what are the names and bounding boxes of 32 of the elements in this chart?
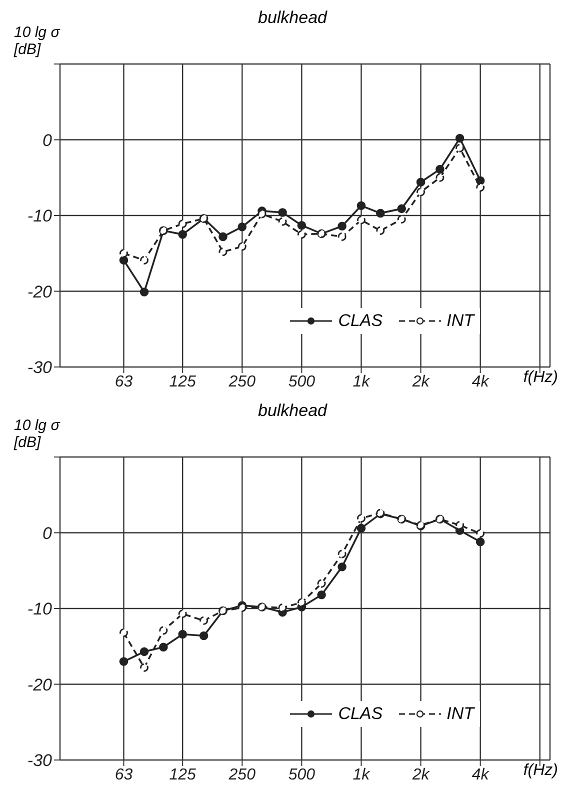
x-tick-label: 1k — [352, 766, 371, 784]
legend-label: INT — [446, 704, 474, 724]
y-tick-label: -10 — [27, 600, 53, 619]
x-tick-label: 63 — [114, 373, 133, 390]
x-tick-label: 4k — [472, 766, 490, 784]
chart-title: bulkhead — [258, 401, 328, 421]
y-tick-label: -30 — [27, 751, 53, 770]
x-tick-label: 1k — [352, 373, 371, 390]
legend-label: CLAS — [338, 311, 383, 331]
y-tick-label: -20 — [27, 282, 53, 302]
x-tick-label: 2k — [411, 766, 430, 784]
x-axis-title: f(Hz) — [523, 369, 558, 387]
x-tick-label: 500 — [288, 766, 316, 784]
x-tick-label: 125 — [169, 766, 196, 784]
x-tick-label: 63 — [114, 766, 133, 784]
y-axis-title: 10 lg σ [dB] — [14, 24, 62, 58]
chart-title: bulkhead — [258, 8, 328, 28]
y-tick-label: -30 — [27, 358, 53, 378]
y-tick-label: -20 — [27, 675, 53, 694]
x-tick-label: 125 — [169, 373, 196, 390]
y-tick-label: -10 — [27, 206, 53, 226]
legend-label: CLAS — [338, 704, 383, 724]
x-tick-label: 4k — [472, 373, 490, 390]
x-tick-label: 250 — [228, 766, 256, 784]
y-axis-title: 10 lg σ [dB] — [14, 417, 62, 451]
x-tick-label: 250 — [228, 373, 256, 390]
y-tick-label: 0 — [42, 130, 53, 150]
x-tick-label: 500 — [288, 373, 316, 390]
x-tick-label: 2k — [411, 373, 430, 390]
y-tick-label: 0 — [42, 524, 53, 543]
x-axis-title: f(Hz) — [523, 762, 558, 780]
legend-label: INT — [446, 311, 474, 331]
